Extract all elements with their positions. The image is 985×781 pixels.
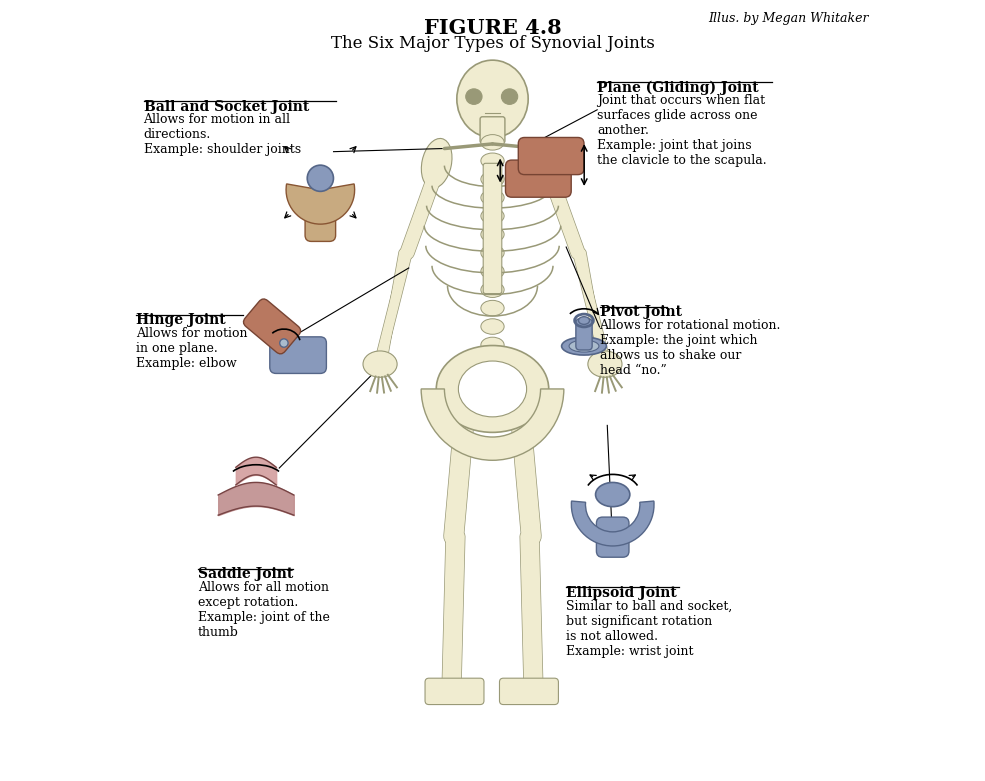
Text: The Six Major Types of Synovial Joints: The Six Major Types of Synovial Joints <box>331 35 654 52</box>
FancyBboxPatch shape <box>499 678 558 704</box>
Text: Hinge Joint: Hinge Joint <box>136 313 226 327</box>
Wedge shape <box>571 501 654 546</box>
FancyBboxPatch shape <box>243 299 300 354</box>
Ellipse shape <box>481 172 504 187</box>
Text: Similar to ball and socket,
but significant rotation
is not allowed.
Example: wr: Similar to ball and socket, but signific… <box>566 600 733 658</box>
Ellipse shape <box>481 245 504 261</box>
Text: Illus. by Megan Whitaker: Illus. by Megan Whitaker <box>708 12 869 25</box>
Ellipse shape <box>481 263 504 279</box>
Ellipse shape <box>596 483 629 507</box>
Ellipse shape <box>569 341 599 352</box>
Ellipse shape <box>533 138 563 188</box>
FancyBboxPatch shape <box>270 337 326 373</box>
Wedge shape <box>422 389 563 460</box>
Text: Allows for motion
in one plane.
Example: elbow: Allows for motion in one plane. Example:… <box>136 327 247 370</box>
FancyBboxPatch shape <box>480 117 505 143</box>
Text: Saddle Joint: Saddle Joint <box>198 567 294 581</box>
Ellipse shape <box>422 138 452 188</box>
Ellipse shape <box>481 282 504 298</box>
FancyBboxPatch shape <box>426 678 484 704</box>
Ellipse shape <box>588 351 622 377</box>
Ellipse shape <box>457 60 528 137</box>
Ellipse shape <box>481 209 504 224</box>
Ellipse shape <box>307 165 334 191</box>
FancyBboxPatch shape <box>305 199 336 241</box>
Ellipse shape <box>501 89 518 105</box>
FancyBboxPatch shape <box>576 319 592 350</box>
Wedge shape <box>286 184 355 224</box>
Ellipse shape <box>280 339 288 348</box>
Text: Ball and Socket Joint: Ball and Socket Joint <box>144 100 309 114</box>
Text: Ellipsoid Joint: Ellipsoid Joint <box>566 586 677 600</box>
Text: Allows for motion in all
directions.
Example: shoulder joints: Allows for motion in all directions. Exa… <box>144 113 300 156</box>
FancyBboxPatch shape <box>505 160 571 198</box>
FancyBboxPatch shape <box>596 517 629 557</box>
Text: Pivot Joint: Pivot Joint <box>600 305 682 319</box>
Ellipse shape <box>481 134 504 150</box>
Ellipse shape <box>481 190 504 205</box>
Ellipse shape <box>481 226 504 242</box>
Ellipse shape <box>436 345 549 433</box>
Ellipse shape <box>481 153 504 169</box>
Ellipse shape <box>578 316 590 324</box>
Ellipse shape <box>481 301 504 316</box>
Ellipse shape <box>481 337 504 353</box>
Ellipse shape <box>466 89 482 105</box>
Ellipse shape <box>481 355 504 371</box>
Text: Joint that occurs when flat
surfaces glide across one
another.
Example: joint th: Joint that occurs when flat surfaces gli… <box>597 95 766 167</box>
Ellipse shape <box>481 319 504 334</box>
FancyBboxPatch shape <box>484 163 501 294</box>
FancyBboxPatch shape <box>518 137 584 175</box>
Ellipse shape <box>363 351 397 377</box>
Text: Plane (Gliding) Joint: Plane (Gliding) Joint <box>597 80 758 95</box>
Text: FIGURE 4.8: FIGURE 4.8 <box>424 18 561 38</box>
Ellipse shape <box>458 361 527 417</box>
Text: Allows for all motion
except rotation.
Example: joint of the
thumb: Allows for all motion except rotation. E… <box>198 581 330 640</box>
Text: Allows for rotational motion.
Example: the joint which
allows us to shake our
he: Allows for rotational motion. Example: t… <box>600 319 781 377</box>
Ellipse shape <box>561 337 607 355</box>
